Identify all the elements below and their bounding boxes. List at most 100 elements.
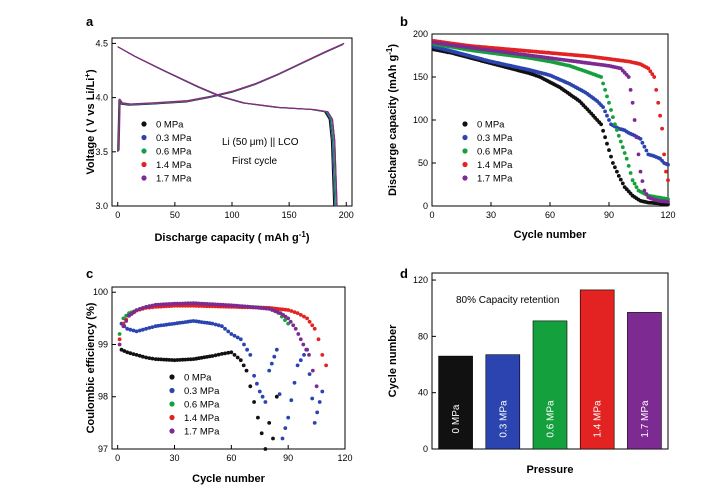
point-4 [180,301,185,306]
point-2 [609,108,613,112]
legend-b-marker-3 [462,161,468,168]
y-axis-label-main: Discharge capacity (mAh g [387,55,399,196]
point-2 [124,313,129,318]
legend-c-marker-3 [169,414,175,421]
y-tick-label: 99 [98,339,108,349]
point-1 [213,322,218,327]
point-1 [310,396,315,401]
x-axis-label-main: Pressure [526,464,573,476]
x-tick-label: 30 [486,210,496,220]
point-4 [293,326,298,331]
point-1 [642,144,647,149]
legend-c-label-0: 0 MPa [184,373,212,384]
point-4 [150,303,155,308]
point-3 [324,363,328,368]
point-4 [191,301,196,306]
point-4 [638,169,643,174]
legend-c-marker-2 [169,401,175,407]
point-4 [124,319,129,323]
bar-label-4: 1.7 MPa [640,400,651,438]
point-4 [288,319,293,324]
point-4 [301,342,306,347]
point-1 [232,333,237,338]
point-1 [220,324,224,329]
point-4 [213,302,218,307]
point-4 [127,313,131,318]
point-4 [644,192,649,196]
point-4 [147,304,152,309]
point-1 [245,347,250,352]
point-4 [141,306,145,310]
legend-b-marker-4 [462,175,468,181]
point-4 [224,303,228,307]
point-0 [256,415,260,420]
point-0 [128,351,133,356]
point-1 [128,327,133,332]
y-axis-label: Voltage ( V vs Li/Li+) [83,69,97,175]
point-1 [263,400,268,404]
point-0 [147,356,152,360]
point-4 [232,303,236,308]
point-2 [620,145,625,150]
point-1 [286,415,291,420]
point-0 [216,352,221,357]
point-1 [141,327,145,332]
point-0 [618,177,623,182]
point-0 [178,358,182,362]
legend-a-label-0: 0 MPa [156,120,184,131]
legend-c-label-3: 1.4 MPa [184,413,220,424]
point-0 [159,357,163,362]
panel-c: c 0 30 60 90 120 97 98 99 100 Cycle number Coulombi… [85,266,353,485]
point-4 [188,301,193,306]
point-0 [137,353,142,358]
point-0 [609,154,613,159]
point-3 [295,311,300,315]
point-0 [122,349,127,353]
legend-b-label-4: 1.7 MPa [477,174,513,185]
legend-a-marker-1 [141,134,147,141]
point-2 [626,164,631,168]
point-0 [248,384,253,389]
point-0 [172,358,177,363]
legend-b-marker-0 [462,121,468,127]
legend-b-label-1: 0.3 MPa [477,133,513,144]
point-4 [218,302,223,307]
point-3 [664,169,668,174]
point-0 [252,400,256,404]
point-3 [652,75,657,79]
y-axis-label-main: Cycle number [387,324,399,397]
point-4 [243,304,247,309]
point-0 [141,354,145,359]
x-tick-label: 100 [224,210,239,220]
point-3 [117,337,122,342]
point-2 [601,81,605,86]
point-0 [167,358,172,362]
point-1 [252,373,256,378]
x-axis-label-sup: -1 [299,230,307,239]
point-4 [237,304,242,308]
x-axis-label: Cycle number [514,229,587,241]
point-1 [144,326,149,331]
point-3 [660,126,664,131]
bar-label-0: 0 MPa [451,404,462,433]
bar-label-1: 0.3 MPa [498,400,509,438]
point-1 [277,392,282,396]
y-tick-label: 4.5 [95,38,108,48]
point-4 [632,118,637,122]
panel-letter: b [400,14,408,29]
point-1 [216,323,221,328]
point-4 [310,368,315,373]
x-tick-label: 60 [226,453,236,463]
y-axis-label-tail: ) [85,69,97,73]
point-4 [286,316,291,321]
point-1 [147,326,152,330]
point-1 [605,113,609,118]
point-3 [666,178,670,183]
point-0 [153,357,158,361]
point-1 [223,326,227,331]
bar-1 [485,354,521,450]
point-1 [295,363,300,368]
point-2 [613,122,617,127]
x-axis-label-tail: ) [306,232,310,244]
point-1 [638,137,643,141]
